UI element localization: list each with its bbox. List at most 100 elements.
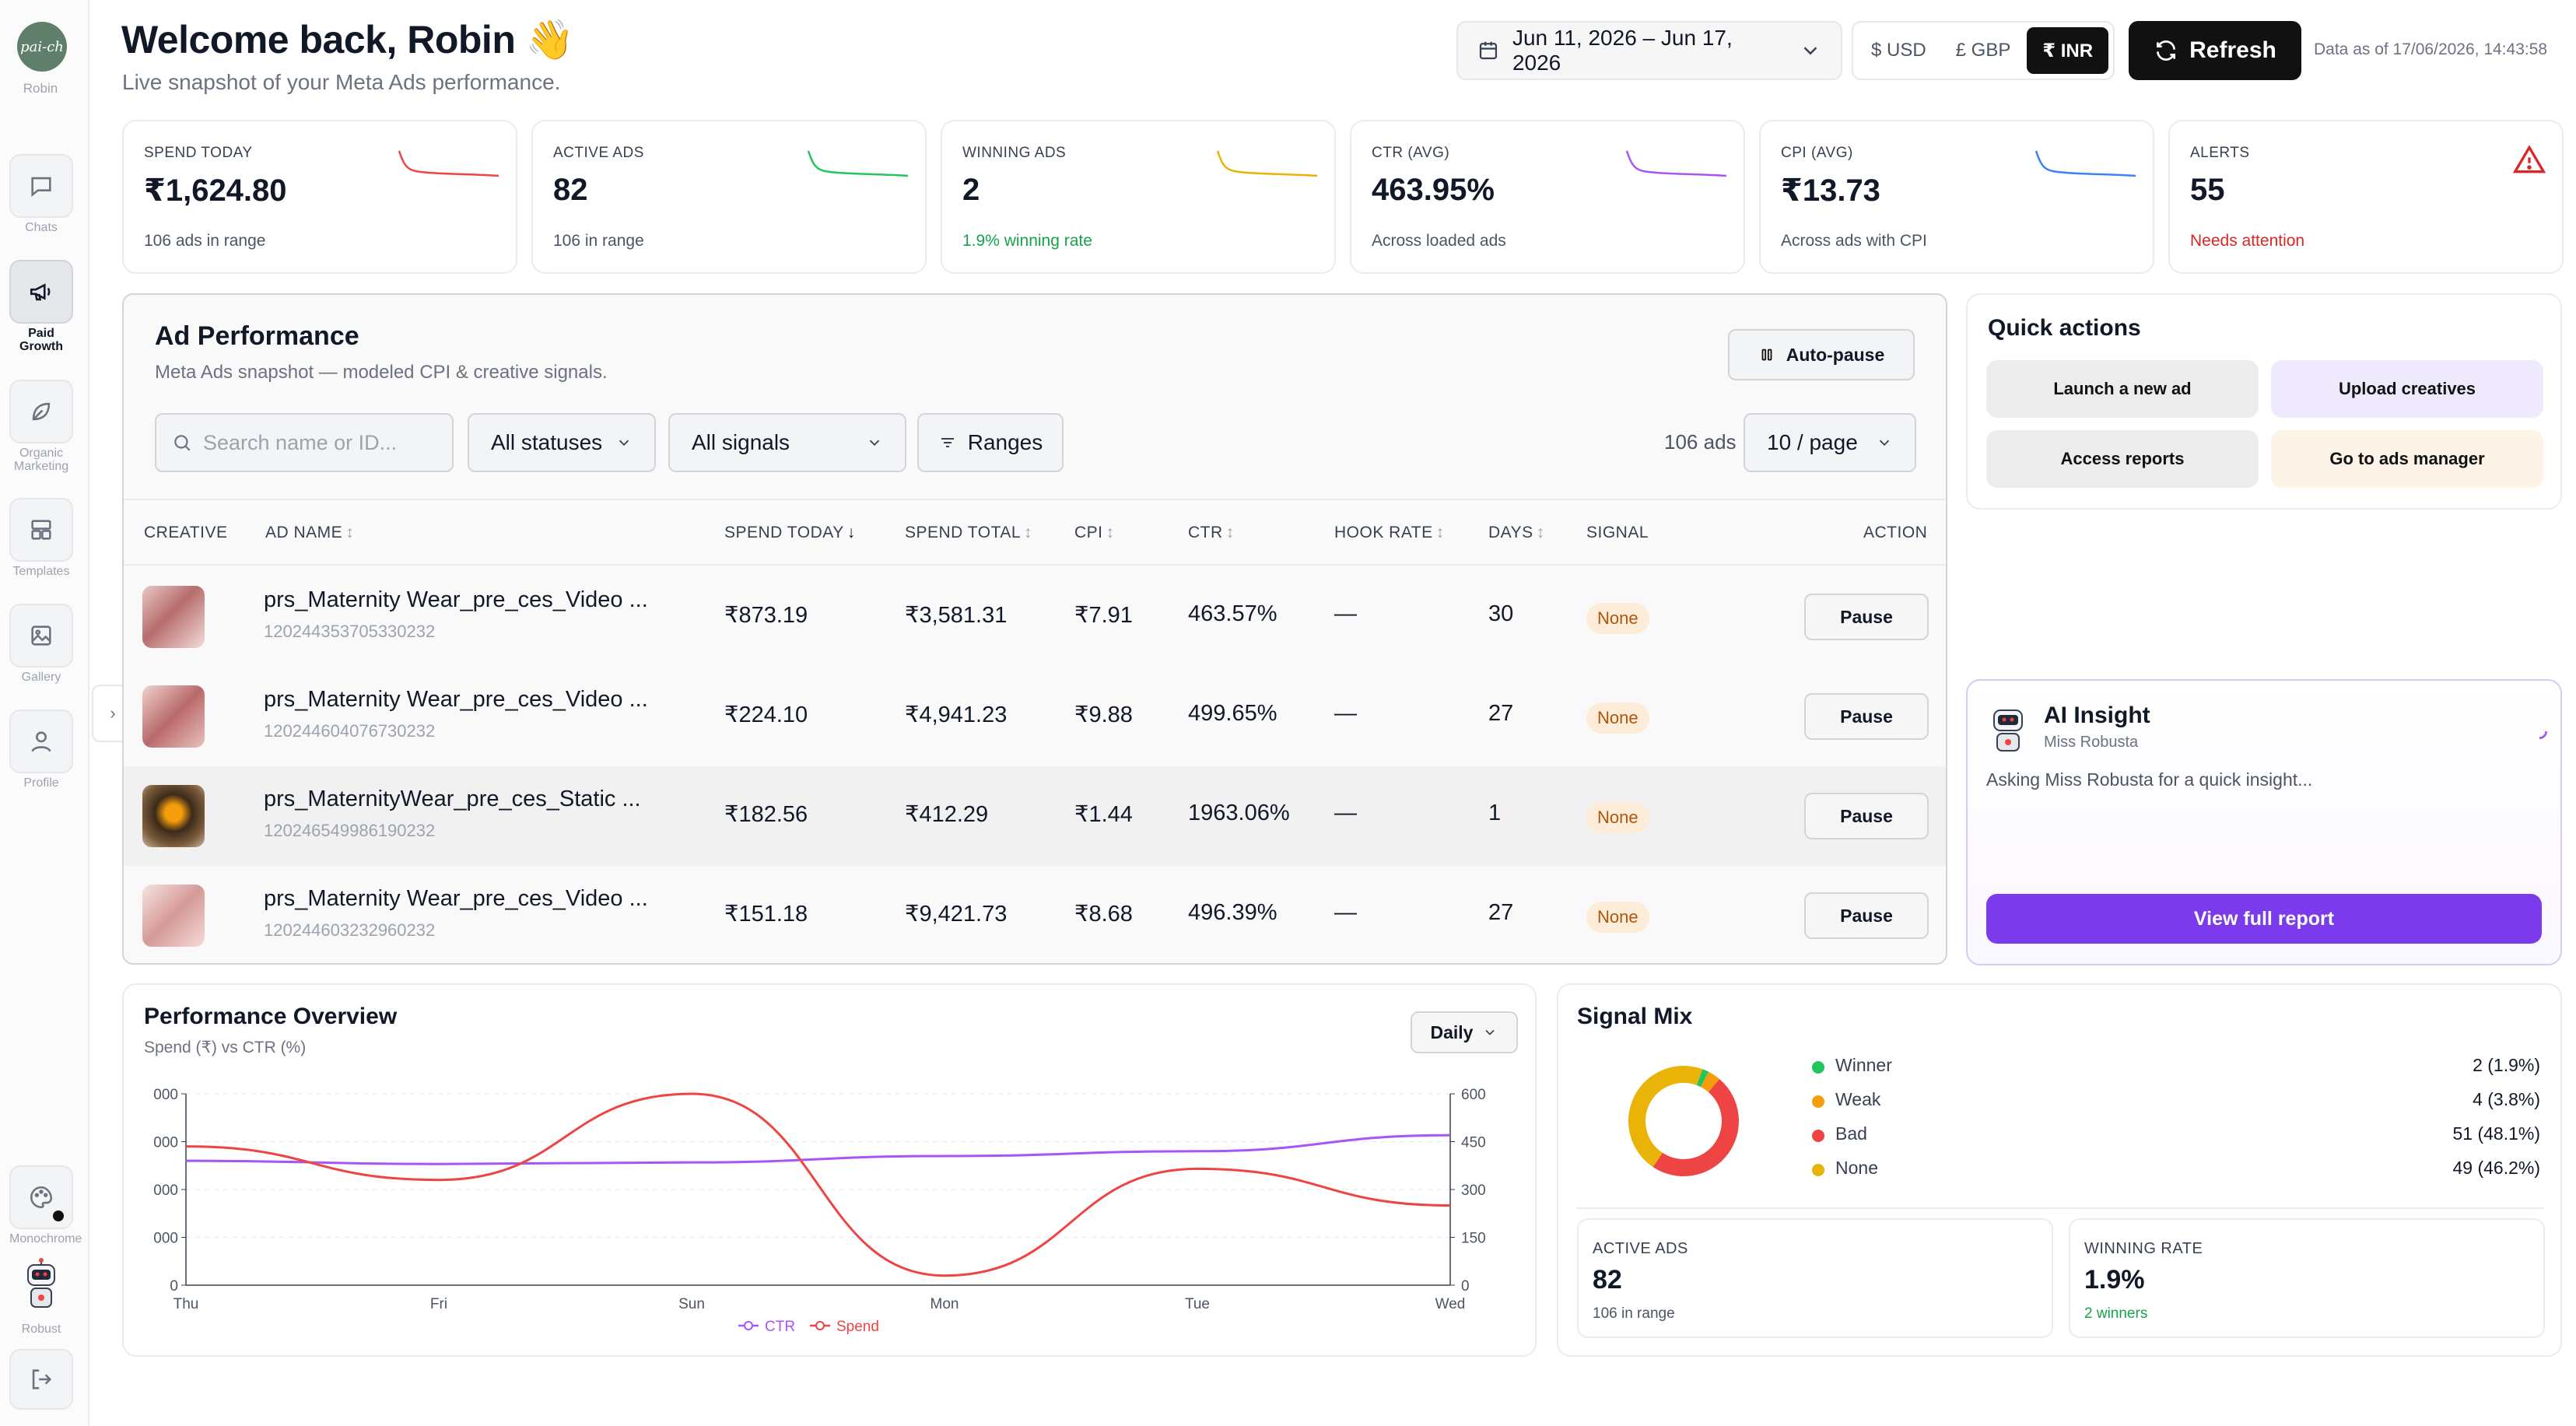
creative-thumbnail[interactable] bbox=[142, 685, 205, 748]
pause-icon bbox=[1761, 349, 1772, 361]
date-range-label: Jun 11, 2026 – Jun 17, 2026 bbox=[1512, 26, 1733, 75]
kpi-value: 82 bbox=[553, 173, 588, 207]
right-tick-label: 150 bbox=[1461, 1231, 1486, 1247]
chevron-down-icon bbox=[1879, 440, 1890, 447]
calendar-icon bbox=[1479, 41, 1498, 60]
spend-today: ₹151.18 bbox=[724, 902, 808, 927]
refresh-button[interactable]: Refresh bbox=[2129, 21, 2301, 80]
series-line-ctr bbox=[185, 1133, 1451, 1165]
sort-icon: ↕ bbox=[1106, 524, 1115, 541]
x-tick-label: Wed bbox=[1435, 1296, 1466, 1312]
sparkline bbox=[807, 150, 909, 177]
sidebar: pai-ch Robin Chats Paid Growth Organic M… bbox=[0, 0, 89, 1426]
ad-id: 120246549986190232 bbox=[264, 821, 436, 840]
sidebar-item-gallery[interactable]: Gallery bbox=[9, 604, 73, 684]
currency-usd-option[interactable]: $ USD bbox=[1870, 40, 1926, 61]
currency-switcher: $ USD £ GBP ₹ INR bbox=[1852, 21, 2115, 80]
access-reports-button[interactable]: Access reports bbox=[1986, 430, 2259, 488]
signal-badge: None bbox=[1586, 902, 1649, 933]
right-tick-label: 300 bbox=[1461, 1182, 1486, 1199]
logout-button[interactable] bbox=[9, 1349, 73, 1410]
ad-performance-panel: Ad Performance Meta Ads snapshot — model… bbox=[122, 293, 1947, 965]
templates-icon bbox=[9, 498, 73, 562]
ai-insight-text: Asking Miss Robusta for a quick insight.… bbox=[1986, 769, 2313, 790]
column-hook-rate[interactable]: HOOK RATE ↕ bbox=[1334, 524, 1445, 541]
column-ad-name[interactable]: AD NAME ↕ bbox=[265, 524, 355, 541]
quick-actions-title: Quick actions bbox=[1988, 315, 2141, 341]
search-placeholder: Search name or ID... bbox=[203, 430, 398, 454]
spend-total: ₹3,581.31 bbox=[905, 603, 1008, 628]
creative-thumbnail[interactable] bbox=[142, 586, 205, 648]
legend-label: Bad bbox=[1835, 1123, 1867, 1144]
view-full-report-button[interactable]: View full report bbox=[1986, 894, 2542, 944]
column-days[interactable]: DAYS ↕ bbox=[1488, 524, 1545, 541]
auto-pause-button[interactable]: Auto-pause bbox=[1728, 329, 1915, 380]
pause-button[interactable]: Pause bbox=[1804, 892, 1929, 939]
kpi-value: 55 bbox=[2190, 173, 2225, 207]
stat-active-ads: ACTIVE ADS 82 106 in range bbox=[1577, 1218, 2053, 1338]
cpi: ₹8.68 bbox=[1074, 902, 1133, 927]
kpi-label: SPEND TODAY bbox=[144, 145, 253, 161]
brand-logo[interactable]: pai-ch bbox=[17, 22, 67, 72]
kpi-label: ACTIVE ADS bbox=[553, 145, 644, 161]
kpi-label: ALERTS bbox=[2190, 145, 2250, 161]
table-row[interactable]: prs_Maternity Wear_pre_ces_Video ... 120… bbox=[124, 567, 1946, 667]
table-row[interactable]: prs_Maternity Wear_pre_ces_Video ... 120… bbox=[124, 667, 1946, 766]
sidebar-item-label: Profile bbox=[23, 776, 59, 790]
pause-button[interactable]: Pause bbox=[1804, 594, 1929, 640]
go-to-ads-manager-button[interactable]: Go to ads manager bbox=[2271, 430, 2543, 488]
kpi-note: 1.9% winning rate bbox=[962, 232, 1092, 250]
signal-filter-select[interactable]: All signals bbox=[668, 413, 906, 472]
column-cpi[interactable]: CPI ↕ bbox=[1074, 524, 1115, 541]
creative-thumbnail[interactable] bbox=[142, 885, 205, 947]
robot-avatar-icon bbox=[1993, 709, 2023, 752]
kpi-spend-today: SPEND TODAY ₹1,624.80 106 ads in range bbox=[122, 120, 517, 274]
table-row[interactable]: prs_Maternity Wear_pre_ces_Video ... 120… bbox=[124, 866, 1946, 963]
currency-inr-option[interactable]: ₹ INR bbox=[2027, 27, 2109, 74]
sidebar-item-robust[interactable]: Robust bbox=[9, 1257, 73, 1336]
ranges-button[interactable]: Ranges bbox=[917, 413, 1064, 472]
launch-new-ad-button[interactable]: Launch a new ad bbox=[1986, 360, 2259, 418]
legend-row-bad: Bad 51 (48.1%) bbox=[1812, 1122, 2540, 1153]
column-ctr[interactable]: CTR ↕ bbox=[1188, 524, 1235, 541]
kpi-label: CPI (AVG) bbox=[1781, 145, 1853, 161]
date-range-picker[interactable]: Jun 11, 2026 – Jun 17, 2026 bbox=[1456, 21, 1842, 80]
spend-today: ₹873.19 bbox=[724, 603, 808, 628]
pause-button[interactable]: Pause bbox=[1804, 793, 1929, 839]
search-icon bbox=[174, 435, 191, 451]
ad-id: 120244603232960232 bbox=[264, 920, 436, 940]
column-spend-today[interactable]: SPEND TODAY ↓ bbox=[724, 524, 856, 541]
ai-insight-title: AI Insight bbox=[2044, 702, 2150, 728]
kpi-value: ₹1,624.80 bbox=[144, 173, 287, 208]
spend-today: ₹224.10 bbox=[724, 702, 808, 727]
status-filter-select[interactable]: All statuses bbox=[468, 413, 656, 472]
sidebar-item-monochrome[interactable]: Monochrome bbox=[9, 1165, 82, 1246]
currency-gbp-option[interactable]: £ GBP bbox=[1955, 40, 2011, 61]
page-subtitle: Live snapshot of your Meta Ads performan… bbox=[122, 70, 561, 94]
kpi-value: 463.95% bbox=[1372, 173, 1495, 207]
kpi-value: 2 bbox=[962, 173, 980, 207]
pause-button[interactable]: Pause bbox=[1804, 693, 1929, 740]
sort-desc-icon: ↓ bbox=[846, 524, 856, 541]
sidebar-item-chats[interactable]: Chats bbox=[9, 154, 73, 234]
table-row[interactable]: prs_MaternityWear_pre_ces_Static ... 120… bbox=[124, 766, 1946, 866]
days: 1 bbox=[1488, 801, 1502, 825]
sidebar-item-organic-marketing[interactable]: Organic Marketing bbox=[9, 380, 73, 473]
sidebar-item-paid-growth[interactable]: Paid Growth bbox=[9, 260, 73, 353]
stat-label: ACTIVE ADS bbox=[1593, 1240, 1688, 1257]
upload-creatives-button[interactable]: Upload creatives bbox=[2271, 360, 2543, 418]
legend-label: Winner bbox=[1835, 1055, 1892, 1075]
x-tick-label: Thu bbox=[173, 1296, 199, 1312]
column-spend-total[interactable]: SPEND TOTAL ↕ bbox=[905, 524, 1033, 541]
search-input[interactable]: Search name or ID... bbox=[155, 413, 454, 472]
sidebar-item-profile[interactable]: Profile bbox=[9, 709, 73, 790]
creative-thumbnail[interactable] bbox=[142, 785, 205, 847]
page-size-select[interactable]: 10 / page bbox=[1744, 413, 1916, 472]
right-tick-label: 0 bbox=[1461, 1278, 1470, 1295]
sidebar-item-templates[interactable]: Templates bbox=[9, 498, 73, 578]
ai-insight-author: Miss Robusta bbox=[2044, 734, 2139, 751]
granularity-select[interactable]: Daily bbox=[1411, 1011, 1518, 1053]
kpi-active-ads: ACTIVE ADS 82 106 in range bbox=[531, 120, 927, 274]
sidebar-item-label: Organic Marketing bbox=[13, 447, 69, 473]
x-tick-label: Fri bbox=[430, 1296, 447, 1312]
